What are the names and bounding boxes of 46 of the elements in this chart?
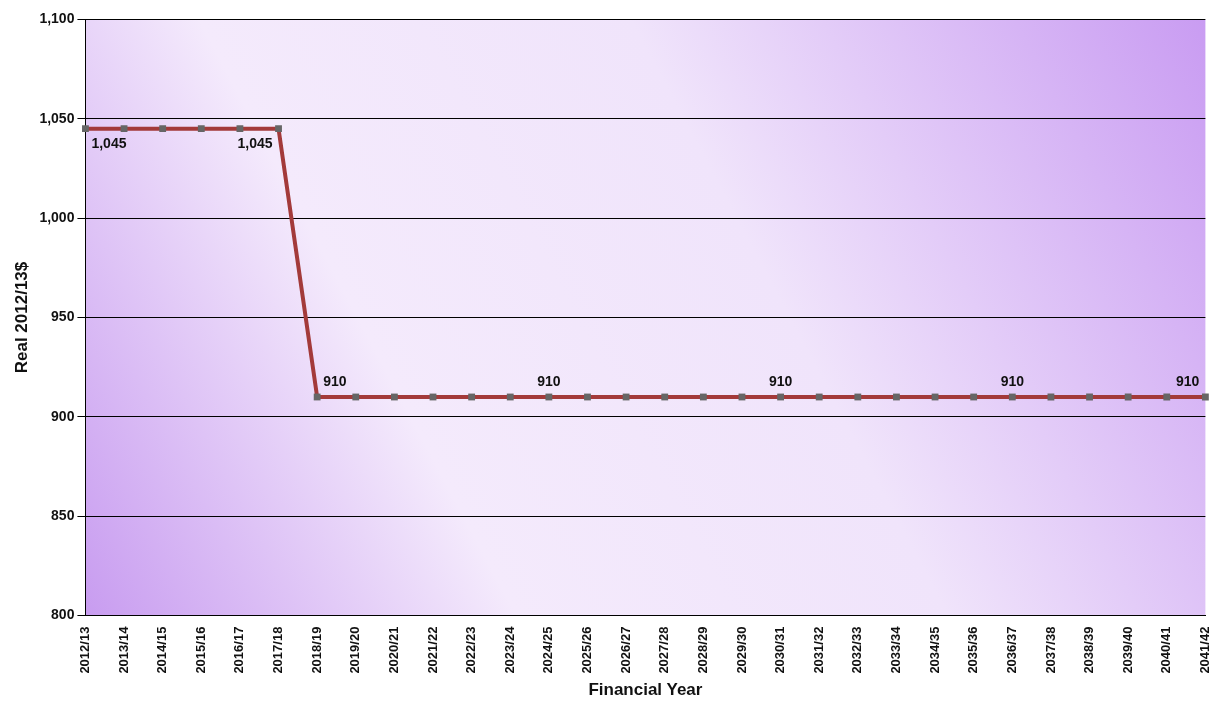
x-tick-label: 2021/22 bbox=[424, 626, 440, 674]
x-tick-label: 2031/32 bbox=[810, 626, 826, 674]
x-tick-label: 2033/34 bbox=[888, 625, 904, 674]
x-tick-label: 2027/28 bbox=[656, 626, 672, 674]
y-tick-label: 1,050 bbox=[39, 109, 75, 126]
x-tick-label: 2020/21 bbox=[385, 626, 401, 674]
x-tick-label: 2036/37 bbox=[1003, 626, 1019, 674]
y-tick-label: 900 bbox=[51, 407, 75, 424]
x-tick-label: 2012/13 bbox=[77, 626, 93, 674]
data-label: 910 bbox=[768, 372, 793, 389]
x-tick-label: 2023/24 bbox=[501, 625, 517, 674]
x-tick-label: 2026/27 bbox=[617, 626, 633, 674]
x-tick-label: 2040/41 bbox=[1158, 626, 1174, 674]
x-tick-label: 2039/40 bbox=[1119, 626, 1135, 674]
x-tick-label: 2034/35 bbox=[926, 626, 942, 674]
y-tick-label: 1,000 bbox=[39, 209, 75, 225]
x-tick-label: 2030/31 bbox=[772, 626, 788, 674]
data-label: 910 bbox=[1176, 372, 1200, 389]
x-tick-label: 2017/18 bbox=[270, 626, 286, 674]
y-tick-label: 800 bbox=[51, 606, 75, 623]
x-tick-label: 2035/36 bbox=[965, 626, 981, 674]
x-tick-label: 2037/38 bbox=[1042, 626, 1058, 674]
data-label: 910 bbox=[323, 372, 347, 389]
data-label: 910 bbox=[1000, 372, 1025, 389]
x-axis-title: Financial Year bbox=[588, 680, 703, 700]
x-tick-label: 2028/29 bbox=[694, 626, 710, 674]
data-label: 910 bbox=[537, 372, 561, 389]
x-tick-label: 2019/20 bbox=[347, 626, 363, 674]
y-axis-title: Real 2012/13$ bbox=[11, 261, 31, 374]
x-tick-label: 2041/42 bbox=[1196, 626, 1212, 674]
y-tick-label: 850 bbox=[51, 507, 75, 524]
x-tick-label: 2038/39 bbox=[1081, 626, 1097, 674]
x-tick-label: 2018/19 bbox=[308, 626, 324, 674]
x-tick-label: 2015/16 bbox=[192, 626, 208, 674]
x-tick-label: 2022/23 bbox=[463, 626, 479, 674]
data-label: 1,045 bbox=[91, 134, 127, 151]
x-tick-label: 2013/14 bbox=[115, 625, 131, 674]
y-tick-label: 1,100 bbox=[39, 10, 75, 27]
data-label: 1,045 bbox=[237, 134, 273, 151]
x-tick-label: 2014/15 bbox=[154, 626, 170, 674]
x-tick-label: 2025/26 bbox=[579, 626, 595, 674]
x-tick-label: 2032/33 bbox=[849, 626, 865, 674]
x-tick-label: 2016/17 bbox=[231, 626, 247, 674]
x-tick-label: 2029/30 bbox=[733, 626, 749, 674]
y-tick-label: 950 bbox=[51, 308, 75, 325]
x-tick-label: 2024/25 bbox=[540, 626, 556, 674]
